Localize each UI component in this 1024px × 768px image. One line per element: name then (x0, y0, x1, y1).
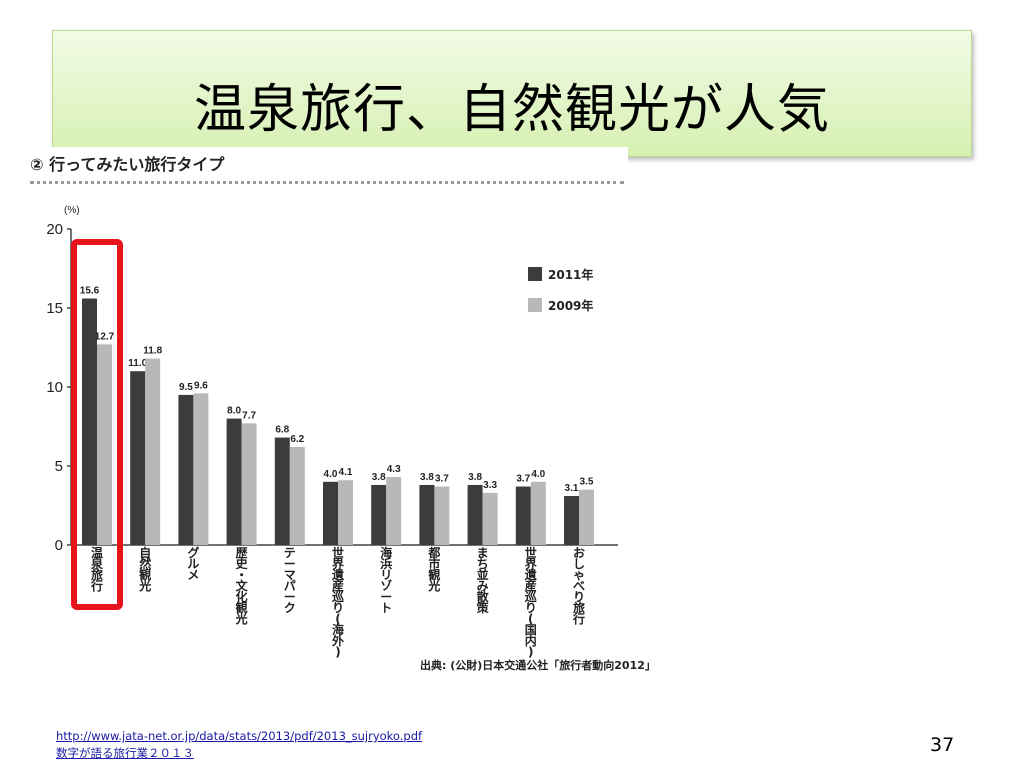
data-label-2011-8: 3.8 (468, 472, 482, 483)
category-label-3: 歴史・文化観光 (235, 546, 249, 626)
category-label-8: まち並み散策 (477, 546, 490, 615)
bar-2011-0 (82, 298, 97, 545)
category-label-7: 都市観光 (427, 545, 440, 593)
legend-label-0: 2011年 (548, 267, 593, 282)
bar-2011-1 (130, 371, 146, 545)
data-label-2011-4: 6.8 (275, 425, 289, 436)
bar-2011-2 (178, 394, 194, 545)
bar-2009-8 (482, 492, 498, 545)
data-label-2009-8: 3.3 (483, 480, 497, 491)
data-label-2009-10: 3.5 (580, 477, 594, 488)
data-label-2009-5: 4.1 (339, 467, 353, 478)
source-link[interactable]: http://www.jata-net.or.jp/data/stats/201… (56, 729, 423, 743)
legend-swatch-1 (528, 298, 542, 312)
bar-2011-6 (371, 484, 387, 545)
bar-2009-5 (338, 480, 353, 545)
category-label-4: テーマパーク (284, 546, 296, 615)
source-note: 出典: (公財)日本交通公社「旅行者動向2012」 (420, 659, 656, 672)
y-tick-label-20: 20 (46, 221, 63, 238)
data-label-2009-9: 4.0 (531, 469, 545, 480)
y-tick-label-15: 15 (46, 300, 63, 317)
bar-2009-10 (579, 489, 594, 545)
data-label-2011-7: 3.8 (420, 472, 434, 483)
data-label-2011-10: 3.1 (565, 483, 579, 494)
data-label-2011-5: 4.0 (324, 469, 338, 480)
data-label-2009-3: 7.7 (242, 410, 256, 421)
data-label-2011-2: 9.5 (179, 382, 193, 393)
category-label-9: 世界遺産巡り(国内) (524, 545, 538, 659)
dotted-divider (30, 181, 624, 184)
data-label-2011-0: 15.6 (80, 286, 100, 297)
chart-heading: ② 行ってみたい旅行タイプ (30, 155, 225, 174)
bar-2011-8 (467, 484, 483, 545)
data-label-2009-4: 6.2 (290, 434, 304, 445)
slide-title: 温泉旅行、自然観光が人気 (193, 80, 830, 140)
y-tick-label-10: 10 (46, 379, 63, 396)
category-label-10: おしゃべり旅行 (572, 546, 585, 626)
data-label-2011-6: 3.8 (372, 472, 386, 483)
bar-2011-5 (323, 481, 338, 545)
data-label-2009-0: 12.7 (95, 331, 115, 342)
title-banner (52, 30, 972, 157)
bar-2009-3 (241, 423, 257, 545)
y-axis-unit-label: (%) (64, 205, 80, 216)
highlight-box (71, 239, 123, 610)
category-label-1: 自然観光 (138, 545, 151, 593)
y-tick-label-5: 5 (55, 458, 63, 475)
bar-2011-3 (226, 418, 242, 545)
data-label-2011-3: 8.0 (227, 406, 241, 417)
page-number: 37 (930, 734, 955, 756)
bar-2009-7 (434, 486, 450, 545)
bar-chart: (%) 0 5 10 15 20 15.6 12.7 温泉旅行 11.011.8 自然観光 9.5 9.… (46, 205, 618, 659)
category-label-0: 温泉旅行 (90, 546, 104, 593)
bar-2011-10 (564, 496, 579, 545)
bar-2009-2 (193, 393, 209, 545)
category-label-6: 海浜リゾート (380, 545, 392, 615)
bar-2009-6 (386, 477, 402, 545)
bar-2009-1 (145, 358, 161, 545)
legend-label-1: 2009年 (548, 298, 593, 313)
bar-2009-0 (97, 344, 112, 545)
data-label-2011-9: 3.7 (516, 474, 530, 485)
legend-swatch-0 (528, 267, 542, 281)
bar-2011-4 (274, 437, 290, 545)
data-label-2009-1: 11.8 (143, 346, 162, 357)
data-label-2009-6: 4.3 (387, 464, 401, 475)
source-link-title[interactable]: 数字が語る旅行業２０１３ (56, 746, 194, 760)
y-tick-label-0: 0 (55, 537, 63, 554)
data-label-2011-1: 11.0 (128, 358, 147, 369)
category-label-2: グルメ (187, 545, 199, 582)
data-label-2009-7: 3.7 (435, 474, 449, 485)
category-label-5: 世界遺産巡り(海外) (331, 545, 345, 659)
data-label-2009-2: 9.6 (194, 380, 208, 391)
chart-panel: (%) 0 5 10 15 20 15.6 12.7 温泉旅行 11.0 11.8 自然観光 9.5 9.… (22, 147, 628, 687)
bar-2009-9 (530, 481, 546, 545)
bar-2011-7 (419, 484, 435, 545)
bar-2009-4 (289, 447, 305, 545)
bar-2011-9 (515, 486, 531, 545)
